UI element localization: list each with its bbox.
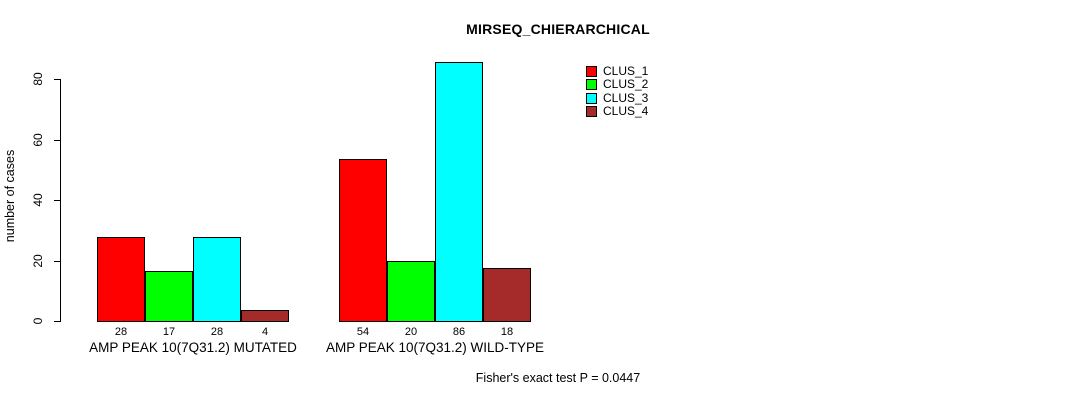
bar-value-label: 28: [114, 326, 128, 338]
bar-clus_2-group1: [145, 271, 193, 322]
bar-clus_1-group2: [339, 159, 387, 322]
legend-item: CLUS_4: [586, 105, 648, 118]
bar-clus_4-group1: [241, 310, 289, 322]
legend-label: CLUS_1: [603, 64, 649, 79]
bar-value-label: 18: [500, 326, 514, 338]
y-tick: [54, 321, 61, 322]
annotation-text: Fisher's exact test P = 0.0447: [475, 371, 641, 385]
legend-swatch-icon: [586, 79, 597, 91]
bar-value-label: 4: [261, 326, 269, 338]
bar-clus_2-group2: [387, 261, 435, 322]
y-tick: [54, 261, 61, 262]
y-tick: [54, 140, 61, 141]
bar-clus_3-group2: [435, 62, 483, 322]
legend-swatch-icon: [586, 106, 597, 118]
bar-clus_1-group1: [97, 237, 145, 322]
chart-title: MIRSEQ_CHIERARCHICAL: [466, 21, 650, 37]
legend-label: CLUS_3: [603, 90, 649, 105]
bar-value-label: 20: [404, 326, 418, 338]
bar-clus_3-group1: [193, 237, 241, 322]
bar-value-label: 17: [162, 326, 176, 338]
legend-item: CLUS_2: [586, 78, 648, 91]
y-tick: [54, 79, 61, 80]
y-tick-label: 20: [31, 254, 45, 268]
y-tick-label: 60: [31, 133, 45, 147]
category-label: AMP PEAK 10(7Q31.2) MUTATED: [89, 340, 297, 355]
y-tick-label: 0: [31, 317, 45, 325]
y-tick-label: 40: [31, 193, 45, 207]
category-label: AMP PEAK 10(7Q31.2) WILD-TYPE: [325, 340, 545, 355]
y-axis-label: number of cases: [3, 149, 17, 243]
y-tick: [54, 200, 61, 201]
legend-swatch-icon: [586, 66, 597, 78]
legend-label: CLUS_2: [603, 77, 649, 92]
legend: CLUS_1 CLUS_2 CLUS_3 CLUS_4: [586, 65, 648, 118]
bar-clus_4-group2: [483, 268, 531, 322]
bar-value-label: 86: [452, 326, 466, 338]
legend-label: CLUS_4: [603, 104, 649, 119]
legend-item: CLUS_1: [586, 65, 648, 78]
bar-value-label: 54: [356, 326, 370, 338]
y-tick-label: 80: [31, 72, 45, 86]
legend-item: CLUS_3: [586, 90, 649, 105]
legend-swatch-icon: [586, 92, 597, 104]
bar-value-label: 28: [210, 326, 224, 338]
